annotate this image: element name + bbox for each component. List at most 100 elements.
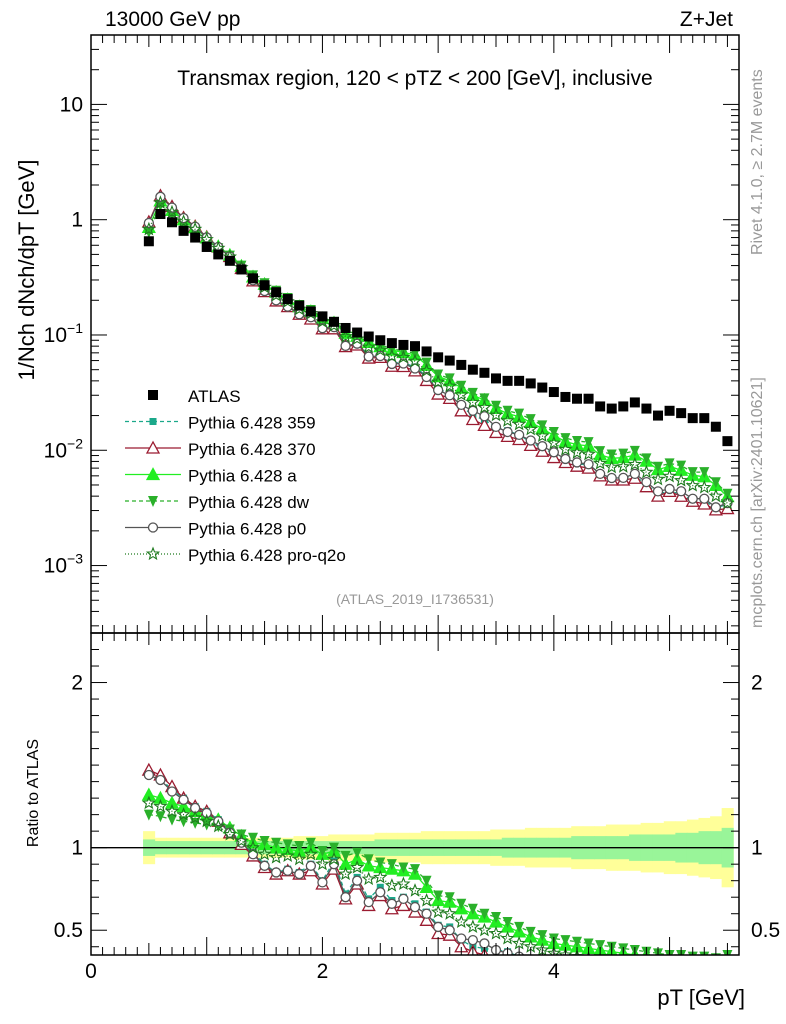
ratio-point <box>294 868 305 880</box>
atlas-point <box>595 401 606 412</box>
ratio-point <box>396 898 411 912</box>
data-point <box>465 394 481 409</box>
ratio-point <box>514 921 525 933</box>
data-point <box>479 393 490 405</box>
ratio-point <box>467 903 478 915</box>
ratio-point <box>629 970 641 981</box>
atlas-point <box>305 306 316 317</box>
ratio-point <box>574 965 581 972</box>
data-point <box>176 214 191 228</box>
ratio-point <box>282 865 293 876</box>
data-point <box>627 456 643 471</box>
ratio-point <box>699 966 710 977</box>
data-point <box>641 453 652 465</box>
data-point <box>407 353 423 368</box>
ratio-point <box>558 947 573 955</box>
legend-label: ATLAS <box>188 387 241 406</box>
ratio-point <box>477 922 492 937</box>
data-point <box>430 374 446 389</box>
atlas-point <box>271 287 282 298</box>
data-point <box>467 387 478 399</box>
data-point <box>537 441 548 452</box>
data-point <box>164 204 180 219</box>
ratio-point <box>409 901 421 913</box>
ratio-point <box>454 914 469 928</box>
ratio-point <box>303 846 319 861</box>
ratio-point <box>292 851 307 866</box>
ratio-point <box>340 892 351 903</box>
legend-entry-2: Pythia 6.428 370 <box>125 440 316 459</box>
ratio-point <box>143 769 155 781</box>
ratio-point <box>361 871 376 886</box>
ratio-point <box>561 960 570 969</box>
atlas-point <box>583 393 594 404</box>
ratio-point <box>538 957 547 966</box>
legend-marker <box>145 440 161 454</box>
data-point <box>708 488 724 503</box>
ratio-point <box>467 934 479 946</box>
ratio-point <box>585 965 592 972</box>
atlas-point <box>363 331 374 342</box>
data-point <box>421 357 432 369</box>
data-point <box>454 403 469 417</box>
ratio-point <box>375 887 386 898</box>
atlas-point <box>710 421 721 432</box>
ratio-point <box>584 964 593 973</box>
ratio-axes: 2 2 1 1 0.5 0.5 <box>54 633 780 955</box>
ratio-point <box>617 969 629 980</box>
data-point <box>673 473 689 487</box>
data-point <box>523 421 538 436</box>
data-point <box>444 390 455 401</box>
data-point <box>187 221 203 236</box>
ratio-point <box>654 972 663 981</box>
ratio-point <box>562 963 569 970</box>
data-point <box>467 405 479 416</box>
ratio-point <box>410 864 420 876</box>
ratio-point <box>525 959 537 970</box>
legend-entry-3: Pythia 6.428 a <box>125 467 297 486</box>
atlas-point <box>421 346 432 357</box>
data-point <box>500 413 515 427</box>
ratio-point <box>141 787 156 801</box>
x-tick-label: 0 <box>85 960 97 983</box>
ratio-point <box>282 839 293 851</box>
legend-marker <box>145 467 161 481</box>
data-point <box>676 460 687 472</box>
legend-label: Pythia 6.428 dw <box>188 493 310 512</box>
data-point <box>511 416 527 431</box>
ratio-point <box>491 912 501 924</box>
ratio-point <box>166 786 178 797</box>
data-point <box>491 400 501 412</box>
data-point <box>525 435 536 446</box>
y-tick-label: 10−1 <box>44 320 84 347</box>
atlas-point <box>456 359 467 370</box>
rivet-version-label: Rivet 4.1.0, ≥ 2.7M events <box>749 69 766 255</box>
atlas-point <box>155 209 166 220</box>
data-point <box>477 400 492 414</box>
data-point <box>396 349 411 364</box>
ratio-point <box>500 931 515 945</box>
ratio-point <box>511 935 527 950</box>
data-point <box>653 461 663 473</box>
data-point <box>454 387 469 401</box>
data-point <box>652 486 664 497</box>
data-point <box>456 380 467 392</box>
data-point <box>560 453 571 465</box>
ratio-point <box>187 810 203 825</box>
ratio-point <box>373 869 388 884</box>
data-point <box>502 405 513 417</box>
data-point <box>546 435 562 450</box>
ratio-point <box>305 837 316 849</box>
atlas-point <box>294 300 305 311</box>
data-point <box>685 478 700 492</box>
data-point <box>569 445 585 459</box>
ratio-point <box>594 966 606 977</box>
ratio-point <box>710 966 721 977</box>
ratio-point <box>153 798 168 813</box>
ratio-point <box>724 963 731 970</box>
data-point <box>664 483 675 495</box>
data-point <box>641 476 652 488</box>
data-point <box>618 472 629 484</box>
ratio-point <box>245 840 261 854</box>
ratio-point <box>595 940 606 952</box>
